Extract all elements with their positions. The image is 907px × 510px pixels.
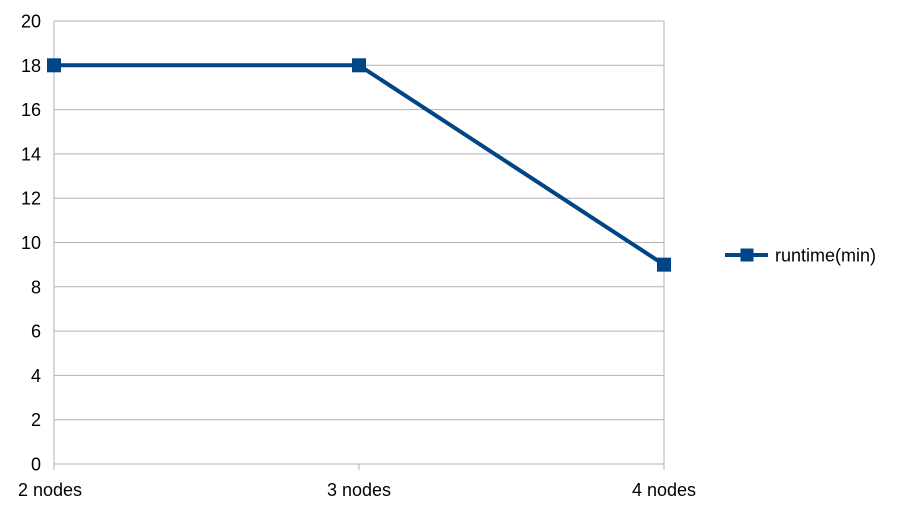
legend: runtime(min) [725, 246, 876, 266]
data-point-marker [657, 257, 671, 272]
y-tick-label: 8 [31, 277, 41, 297]
legend-label: runtime(min) [775, 246, 876, 266]
data-point-marker [47, 58, 61, 73]
y-tick-label: 4 [31, 366, 41, 386]
y-tick-label: 2 [31, 410, 41, 430]
y-tick-label: 16 [21, 100, 41, 120]
grid [54, 20, 664, 465]
y-tick-label: 12 [21, 189, 41, 209]
y-tick-label: 18 [21, 56, 41, 76]
y-tick-label: 10 [21, 233, 41, 253]
y-tick-label: 20 [21, 12, 41, 32]
legend-marker-swatch [740, 248, 754, 262]
x-axis-ticks: 2 nodes 3 nodes 4 nodes [18, 480, 696, 500]
y-axis-ticks: 0 2 4 6 8 10 12 14 16 18 20 [21, 12, 41, 475]
series-line [54, 63, 666, 267]
axes [53, 21, 665, 470]
x-tick-label: 2 nodes [18, 480, 82, 500]
y-tick-label: 6 [31, 322, 41, 342]
y-tick-label: 0 [31, 455, 41, 475]
x-tick-label: 4 nodes [632, 480, 696, 500]
x-tick-label: 3 nodes [327, 480, 391, 500]
data-point-marker [352, 58, 366, 73]
y-tick-label: 14 [21, 144, 41, 164]
series-layer [47, 58, 671, 272]
